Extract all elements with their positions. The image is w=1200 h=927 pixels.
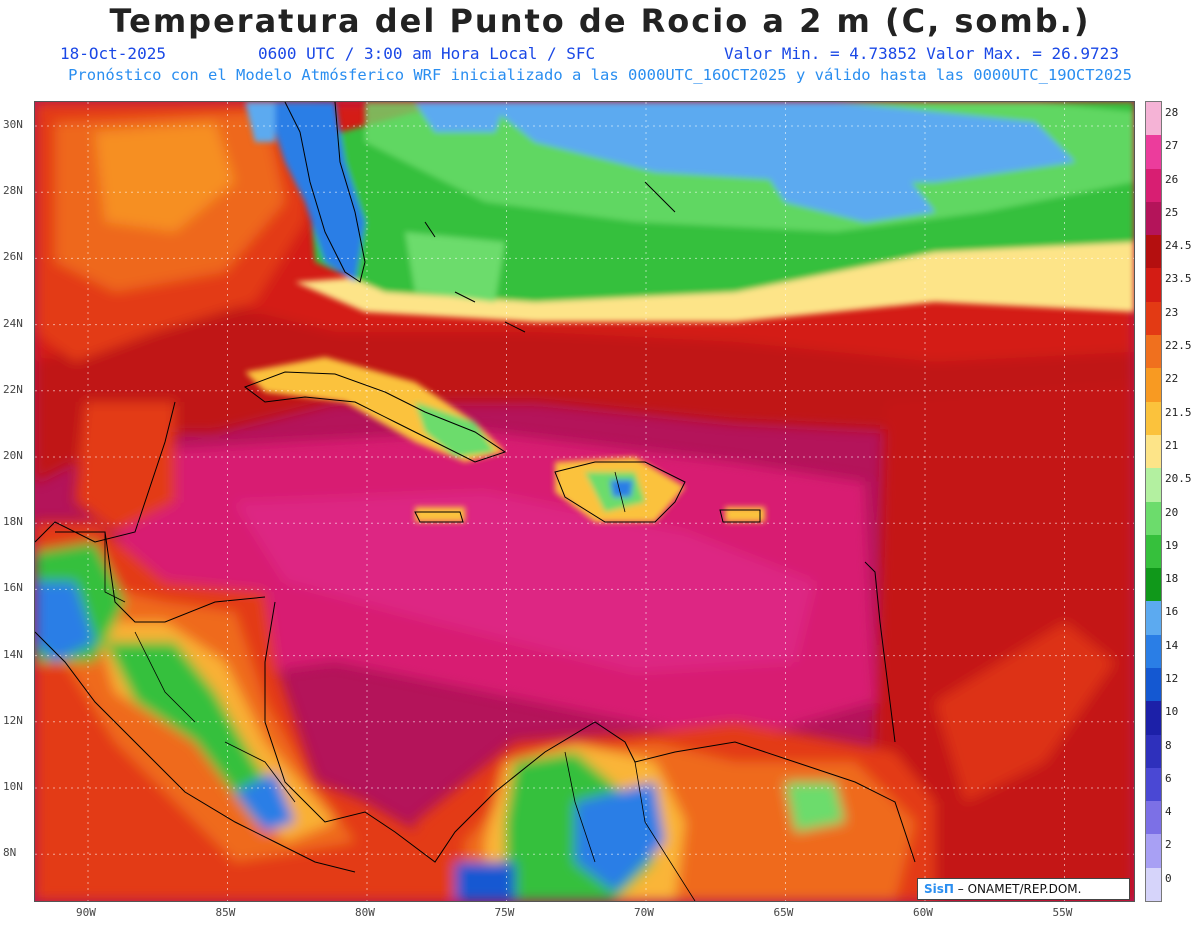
colorbar-segment xyxy=(1146,501,1161,536)
colorbar-tick-label: 24.5 xyxy=(1165,239,1192,253)
colorbar-segment xyxy=(1146,734,1161,769)
colorbar-segment xyxy=(1146,135,1161,170)
longitude-label: 75W xyxy=(494,906,515,919)
colorbar-segment xyxy=(1146,235,1161,269)
longitude-label: 70W xyxy=(634,906,654,919)
colorbar-tick-label: 18 xyxy=(1165,572,1179,586)
map-title: Temperatura del Punto de Rocio a 2 m (C,… xyxy=(109,2,1091,40)
colorbar-tick-label: 8 xyxy=(1165,738,1172,752)
colorbar-segment xyxy=(1146,568,1161,602)
colorbar-tick-label: 27 xyxy=(1165,139,1179,153)
forecast-time: 0600 UTC / 3:00 am Hora Local / SFC xyxy=(258,44,596,63)
borders xyxy=(60,471,696,901)
latitude-label: 26N xyxy=(3,250,23,264)
colorbar-tick-label: 19 xyxy=(1165,538,1179,552)
colorbar-segment xyxy=(1146,401,1161,436)
forecast-date: 18-Oct-2025 xyxy=(60,44,166,63)
latitude-label: 28N xyxy=(3,184,23,198)
latitude-label: 14N xyxy=(3,647,23,661)
longitude-label: 65W xyxy=(773,906,794,919)
colorbar-segment xyxy=(1146,834,1161,869)
colorbar-segment xyxy=(1146,867,1161,902)
colorbar-tick-label: 20.5 xyxy=(1165,472,1192,486)
colorbar-segment xyxy=(1146,701,1161,736)
colorbar-segment xyxy=(1146,801,1161,835)
colorbar-segment xyxy=(1146,434,1161,469)
colorbar-segment xyxy=(1146,168,1161,203)
colorbar xyxy=(1145,101,1162,902)
colorbar-tick-label: 4 xyxy=(1165,805,1172,819)
latitude-label: 30N xyxy=(3,118,23,131)
colorbar-segment xyxy=(1146,301,1161,336)
latitude-label: 8N xyxy=(3,846,17,860)
map-panel xyxy=(34,101,1135,902)
colorbar-tick-label: 14 xyxy=(1165,638,1179,652)
colorbar-tick-label: 28 xyxy=(1165,106,1179,119)
credit-box: SisΠ – ONAMET/REP.DOM. xyxy=(917,878,1130,900)
colorbar-segment xyxy=(1146,667,1161,702)
longitude-label: 60W xyxy=(913,906,933,919)
colorbar-tick-label: 10 xyxy=(1165,705,1179,719)
colorbar-tick-label: 22 xyxy=(1165,372,1179,386)
colorbar-tick-label: 22.5 xyxy=(1165,339,1192,353)
longitude-label: 55W xyxy=(1052,906,1073,919)
colorbar-tick-label: 23 xyxy=(1165,305,1179,319)
colorbar-segment xyxy=(1146,335,1161,369)
colorbar-segment xyxy=(1146,368,1161,403)
latitude-label: 24N xyxy=(3,316,23,330)
colorbar-tick-label: 6 xyxy=(1165,771,1172,785)
colorbar-tick-label: 16 xyxy=(1165,605,1179,619)
min-max-values: Valor Min. = 4.73852 Valor Max. = 26.972… xyxy=(724,44,1119,63)
latitude-label: 10N xyxy=(3,780,23,793)
latitude-label: 18N xyxy=(3,515,23,529)
colorbar-tick-label: 2 xyxy=(1165,838,1172,852)
colorbar-segment xyxy=(1146,102,1161,136)
colorbar-segment xyxy=(1146,268,1161,303)
longitude-label: 85W xyxy=(215,906,236,919)
dewpoint-map xyxy=(35,102,1134,901)
colorbar-tick-label: 25 xyxy=(1165,205,1179,219)
dewpoint-fill xyxy=(35,102,1134,901)
colorbar-tick-label: 21.5 xyxy=(1165,405,1192,419)
colorbar-tick-label: 12 xyxy=(1165,671,1179,685)
longitude-label: 90W xyxy=(76,906,96,919)
sispi-logo: SisΠ xyxy=(924,882,954,896)
colorbar-segment xyxy=(1146,534,1161,569)
colorbar-segment xyxy=(1146,201,1161,236)
colorbar-tick-label: 0 xyxy=(1165,871,1172,885)
latitude-label: 12N xyxy=(3,713,23,727)
colorbar-segment xyxy=(1146,468,1161,502)
coastlines xyxy=(35,102,916,873)
colorbar-segment xyxy=(1146,601,1161,636)
longitude-label: 80W xyxy=(355,906,375,919)
colorbar-tick-label: 20 xyxy=(1165,505,1179,519)
latitude-label: 20N xyxy=(3,449,23,462)
colorbar-tick-label: 26 xyxy=(1165,172,1179,186)
model-info: Pronóstico con el Modelo Atmósferico WRF… xyxy=(68,66,1132,84)
latitude-label: 16N xyxy=(3,581,23,595)
credit-text: – ONAMET/REP.DOM. xyxy=(953,882,1082,896)
graticule xyxy=(35,102,1134,901)
latitude-label: 22N xyxy=(3,382,23,396)
colorbar-tick-label: 21 xyxy=(1165,438,1179,452)
colorbar-tick-label: 23.5 xyxy=(1165,272,1192,286)
colorbar-segment xyxy=(1146,634,1161,669)
colorbar-segment xyxy=(1146,767,1161,802)
